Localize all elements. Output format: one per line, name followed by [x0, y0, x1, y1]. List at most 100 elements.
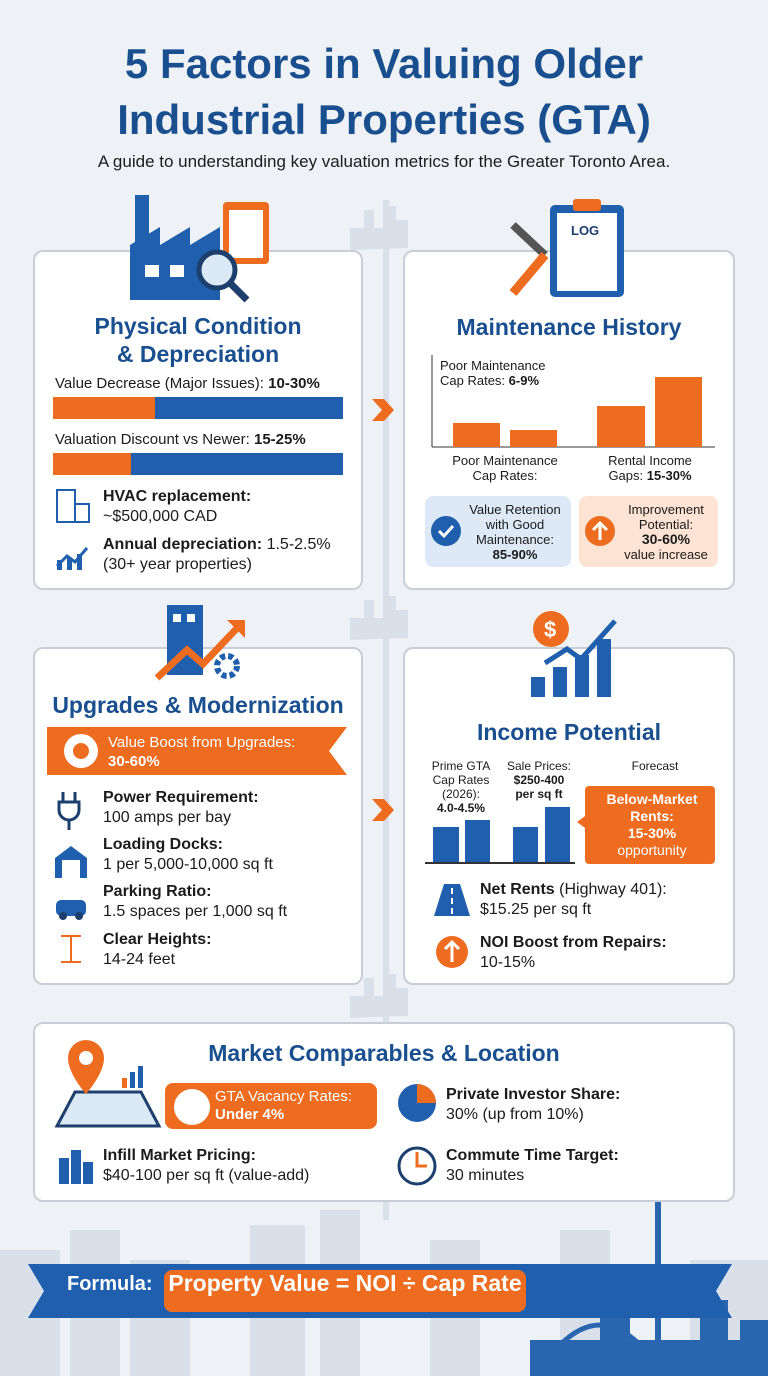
vacancy-icon — [174, 1089, 210, 1125]
bar-chart — [431, 355, 715, 448]
chart-label-text: Sale Prices: — [506, 759, 572, 773]
card-title: Income Potential — [476, 719, 662, 745]
banner-value: 30-60% — [108, 753, 160, 770]
item: Private Investor Share: 30% (up from 10%) — [446, 1085, 620, 1125]
item-label: Commute Time Target: — [446, 1147, 619, 1164]
item: Clear Heights: 14-24 feet — [103, 930, 211, 970]
item-text: 14-24 feet — [103, 951, 176, 968]
card — [33, 647, 363, 985]
item-label: Private Investor Share: — [446, 1086, 621, 1103]
item-label: Clear Heights: — [103, 931, 212, 948]
arrow — [372, 399, 394, 421]
title-line: Industrial Properties (GTA) — [117, 96, 651, 143]
item-icons — [397, 1084, 437, 1186]
metric-value: 15-25% — [253, 431, 306, 448]
item-text: 1.5-2.5% (30+ year properties) — [103, 536, 331, 573]
title-line: Physical Condition — [94, 313, 302, 339]
item-text: 100 amps per bay — [103, 809, 232, 826]
formula: Property Value = NOI ÷ Cap Rate — [168, 1270, 522, 1296]
item: Loading Docks: 1 per 5,000-10,000 sq ft — [103, 835, 273, 875]
chart-label: Poor Maintenance Cap Rates: — [452, 453, 558, 483]
banner-label: Value Boost from Upgrades: — [108, 734, 296, 751]
metric-label: Valuation Discount vs Newer: — [55, 431, 250, 448]
item-text: ~$500,000 CAD — [103, 508, 218, 525]
badge-label: Value Retention with Good Maintenance: — [469, 502, 561, 547]
item-text: 1.5 spaces per 1,000 sq ft — [103, 903, 288, 920]
badge-value: 30-60% — [641, 531, 691, 547]
chart-label-value: 4.0-4.5% — [436, 801, 486, 815]
svg-text:LOG: LOG — [571, 223, 599, 238]
chart-note: Poor Maintenance Cap Rates: 6-9% — [440, 358, 570, 388]
item-text: 30% (up from 10%) — [446, 1106, 584, 1123]
badge-note: value increase — [624, 547, 708, 562]
item-label: NOI Boost from Repairs: — [480, 934, 667, 951]
item-label: Loading Docks: — [103, 836, 224, 853]
vacancy-value: Under 4% — [215, 1106, 285, 1123]
callout-value: 15-30% — [627, 825, 677, 841]
chart-label-text: Rental Income Gaps: — [608, 453, 692, 483]
callout — [577, 786, 715, 864]
ribbon — [28, 1264, 732, 1318]
chart-label: Forecast — [631, 759, 679, 773]
metric: Value Decrease (Major Issues): 10-30% — [55, 375, 320, 392]
banner — [47, 727, 347, 775]
bar — [53, 397, 343, 419]
badge-text: Improvement Potential: 30-60% value increa… — [616, 502, 716, 562]
item-label: Net Rents — [480, 881, 555, 898]
item-icons — [434, 884, 470, 968]
bar-chart — [425, 807, 575, 864]
title-line: & Depreciation — [116, 341, 280, 367]
subtitle: A guide to understanding key valuation m… — [97, 152, 671, 171]
item-icons — [55, 792, 87, 963]
factory-icon — [130, 195, 269, 303]
title-line: 5 Factors in Valuing Older — [124, 40, 644, 87]
metric-value: 10-30% — [268, 375, 320, 392]
callout-text: Below-Market Rents: 15-30% opportunity — [592, 791, 712, 859]
item: NOI Boost from Repairs: 10-15% — [480, 933, 720, 973]
item-text: 10-15% — [480, 954, 536, 971]
item: Infill Market Pricing: $40-100 per sq ft … — [103, 1146, 309, 1186]
vacancy-label: GTA Vacancy Rates: — [215, 1088, 352, 1105]
item: Parking Ratio: 1.5 spaces per 1,000 sq ft — [103, 882, 287, 922]
growth-icon — [155, 605, 245, 681]
map-icon — [54, 1040, 162, 1128]
formula-label: Formula: — [67, 1273, 153, 1295]
item-text: $40-100 per sq ft (value-add) — [103, 1167, 310, 1184]
arrow — [372, 799, 394, 821]
note-value: 6-9% — [508, 373, 540, 388]
svg-text:$: $ — [544, 617, 556, 642]
chart-label-value: $250-400 per sq ft — [513, 773, 565, 801]
item: Commute Time Target: 30 minutes — [446, 1146, 619, 1186]
chart-label: Rental Income Gaps: 15-30% — [590, 453, 710, 483]
banner-text: Value Boost from Upgrades: 30-60% — [108, 733, 295, 771]
chart-label-value: 15-30% — [646, 468, 692, 483]
badge-text: Value Retention with Good Maintenance: 85… — [462, 502, 568, 562]
vacancy-text: GTA Vacancy Rates: Under 4% — [215, 1088, 352, 1124]
item-text: 30 minutes — [446, 1167, 525, 1184]
callout-note: opportunity — [617, 842, 687, 858]
bar — [53, 453, 343, 475]
item-label: Annual depreciation: — [103, 536, 263, 553]
check-icon — [431, 516, 461, 546]
card-title: Physical Condition & Depreciation — [33, 312, 363, 368]
chart-label-text: Prime GTA Cap Rates (2026): — [431, 759, 491, 801]
item-label: Infill Market Pricing: — [103, 1147, 256, 1164]
item: Net Rents (Highway 401): $15.25 per sq f… — [480, 880, 720, 920]
item-icons — [55, 489, 90, 570]
metric: Valuation Discount vs Newer: 15-25% — [55, 431, 306, 448]
card-title: Upgrades & Modernization — [52, 692, 344, 718]
wrench-log-icon: LOG — [509, 199, 624, 297]
item-text: (Highway 401): $15.25 per sq ft — [480, 881, 667, 918]
card-title: Market Comparables & Location — [208, 1040, 560, 1066]
chart-label: Sale Prices: $250-400 per sq ft — [503, 759, 575, 801]
card-title: Maintenance History — [456, 314, 682, 340]
item-text: 1 per 5,000-10,000 sq ft — [103, 856, 273, 873]
item-label: Power Requirement: — [103, 789, 259, 806]
item: Annual depreciation: 1.5-2.5% (30+ year … — [103, 535, 353, 575]
income-icon: $ — [531, 611, 617, 697]
card — [33, 250, 363, 590]
metric-label: Value Decrease (Major Issues): — [55, 375, 264, 392]
badge-value: 85-90% — [492, 547, 538, 562]
